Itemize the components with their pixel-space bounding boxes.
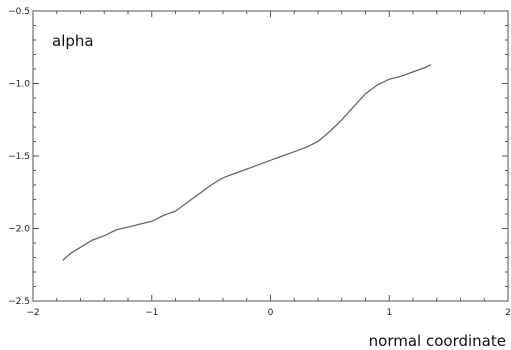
x-tick-label: −1 (145, 308, 158, 318)
y-tick-label: −2.0 (8, 225, 30, 235)
y-tick-label: −1.5 (8, 152, 30, 162)
x-tick-label: 0 (268, 308, 274, 318)
axis-ticks (32, 10, 509, 302)
axis-tick-labels: −2 −1 0 1 2 −2.5 −2.0 −1.5 −1.0 −0.5 (8, 7, 511, 318)
y-tick-label: −0.5 (8, 7, 30, 17)
y-tick-label: −2.5 (8, 297, 30, 307)
x-tick-label: −2 (26, 308, 39, 318)
series-line (62, 64, 432, 261)
annotation-label: alpha (52, 32, 94, 50)
plot-frame (32, 10, 509, 302)
x-tick-label: 1 (386, 308, 392, 318)
x-tick-label: 2 (505, 308, 511, 318)
y-tick-label: −1.0 (8, 80, 30, 90)
x-axis-title: normal coordinate (369, 332, 506, 350)
